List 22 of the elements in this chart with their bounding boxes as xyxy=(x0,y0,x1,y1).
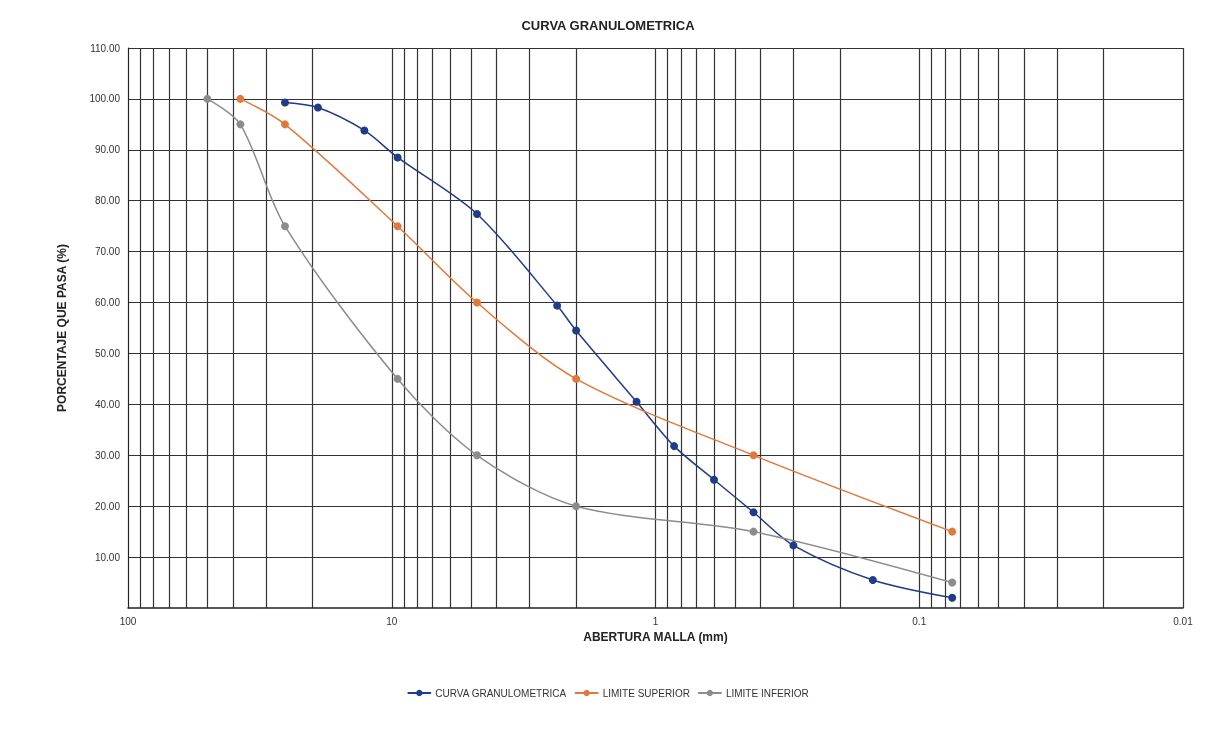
x-tick-label: 0.01 xyxy=(1173,615,1194,627)
legend-label: CURVA GRANULOMETRICA xyxy=(435,687,567,699)
y-tick-label: 110.00 xyxy=(90,42,121,54)
y-tick-label: 80.00 xyxy=(94,195,121,207)
x-axis-title: ABERTURA MALLA (mm) xyxy=(583,629,728,644)
x-tick-label: 0.1 xyxy=(912,615,927,627)
chart-title: CURVA GRANULOMETRICA xyxy=(521,18,696,33)
y-axis-title: PORCENTAJE QUE PASA (%) xyxy=(55,244,69,412)
y-tick-label: 40.00 xyxy=(94,398,121,410)
y-tick-label: 10.00 xyxy=(94,551,121,563)
x-tick-label: 1 xyxy=(652,615,659,627)
y-tick-label: 70.00 xyxy=(94,246,121,258)
legend-label: LIMITE INFERIOR xyxy=(725,687,809,699)
y-tick-label: 30.00 xyxy=(94,449,121,461)
y-tick-label: 100.00 xyxy=(89,93,121,105)
y-tick-label: 60.00 xyxy=(94,297,121,309)
x-tick-label: 10 xyxy=(386,615,398,627)
y-tick-label: 20.00 xyxy=(94,500,121,512)
x-tick-label: 100 xyxy=(119,615,137,627)
y-tick-label: 90.00 xyxy=(94,144,121,156)
legend-label: LIMITE SUPERIOR xyxy=(602,687,690,699)
y-tick-label: 50.00 xyxy=(94,347,121,359)
